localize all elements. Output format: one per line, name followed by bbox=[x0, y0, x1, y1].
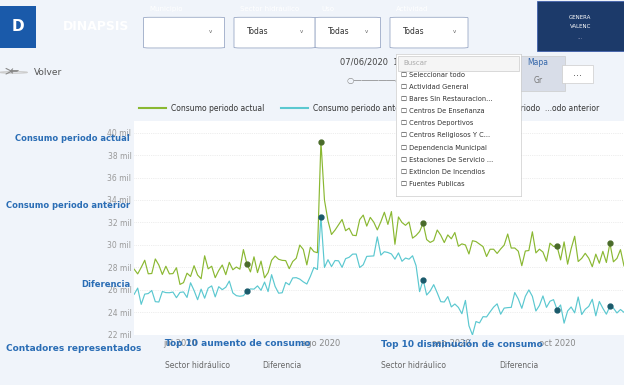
Text: Sector hidráulico: Sector hidráulico bbox=[165, 362, 230, 370]
Text: ☐ Bares Sin Restauracion...: ☐ Bares Sin Restauracion... bbox=[401, 96, 493, 102]
Text: Top 10 disminución de consumo: Top 10 disminución de consumo bbox=[381, 339, 542, 349]
Text: v: v bbox=[209, 29, 212, 34]
Text: 07/06/2020  18/: 07/06/2020 18/ bbox=[340, 58, 407, 67]
Text: ←: ← bbox=[9, 66, 19, 76]
Text: VALENC: VALENC bbox=[570, 25, 591, 29]
Text: Diferencia: Diferencia bbox=[81, 280, 130, 289]
Text: Volver: Volver bbox=[34, 68, 62, 77]
Text: io corregido: io corregido bbox=[454, 75, 500, 85]
Text: ☐ Extincion De Incendios: ☐ Extincion De Incendios bbox=[401, 169, 485, 175]
FancyBboxPatch shape bbox=[390, 17, 468, 48]
Text: DINAPSIS: DINAPSIS bbox=[62, 20, 129, 33]
Text: D: D bbox=[12, 20, 24, 34]
FancyBboxPatch shape bbox=[144, 17, 225, 48]
FancyBboxPatch shape bbox=[512, 55, 565, 90]
Text: Uso: Uso bbox=[321, 7, 334, 12]
Text: Consumo periodo anterior: Consumo periodo anterior bbox=[313, 104, 413, 113]
Text: ☐ Seleccionar todo: ☐ Seleccionar todo bbox=[401, 72, 466, 77]
Text: Actividad: Actividad bbox=[396, 7, 429, 12]
Text: v: v bbox=[300, 29, 303, 34]
FancyBboxPatch shape bbox=[562, 65, 593, 83]
Text: Sector hidráulico: Sector hidráulico bbox=[381, 362, 446, 370]
Text: ☐ Centros Deportivos: ☐ Centros Deportivos bbox=[401, 120, 474, 126]
Text: ○―――――●: ○―――――● bbox=[346, 75, 402, 85]
FancyBboxPatch shape bbox=[537, 1, 624, 52]
Text: ☐ Actividad General: ☐ Actividad General bbox=[401, 84, 469, 90]
Text: Top 10 aumento de consumo: Top 10 aumento de consumo bbox=[165, 340, 311, 348]
Text: ☐ Estaciones De Servicio ...: ☐ Estaciones De Servicio ... bbox=[401, 157, 494, 163]
Text: Consumo periodo anterior: Consumo periodo anterior bbox=[6, 201, 130, 210]
Text: Gr: Gr bbox=[534, 76, 542, 85]
Text: ☐ Fuentes Publicas: ☐ Fuentes Publicas bbox=[401, 181, 465, 187]
Text: Mapa: Mapa bbox=[527, 58, 548, 67]
Text: v: v bbox=[365, 29, 368, 34]
FancyBboxPatch shape bbox=[0, 6, 36, 48]
Text: Festivo periodo periodo  ...odo anterior: Festivo periodo periodo ...odo anterior bbox=[450, 104, 600, 113]
FancyBboxPatch shape bbox=[234, 17, 315, 48]
Text: Consumo periodo actual: Consumo periodo actual bbox=[16, 134, 130, 143]
Text: var / Activar: var / Activar bbox=[454, 58, 501, 67]
FancyBboxPatch shape bbox=[315, 17, 381, 48]
Text: ...: ... bbox=[578, 35, 583, 40]
Text: Buscar: Buscar bbox=[404, 60, 427, 66]
Text: ☐ Centros Religiosos Y C...: ☐ Centros Religiosos Y C... bbox=[401, 132, 490, 139]
Text: ☐ Dependencia Municipal: ☐ Dependencia Municipal bbox=[401, 145, 487, 151]
Text: ...: ... bbox=[573, 68, 582, 78]
Text: Consumo periodo actual: Consumo periodo actual bbox=[171, 104, 265, 113]
Text: Contadores representados: Contadores representados bbox=[6, 345, 142, 353]
Text: ←: ← bbox=[9, 67, 18, 77]
Text: Todas: Todas bbox=[246, 27, 268, 36]
FancyBboxPatch shape bbox=[399, 56, 519, 71]
Text: Diferencia: Diferencia bbox=[262, 362, 301, 370]
Text: Diferencia: Diferencia bbox=[499, 362, 539, 370]
Text: v: v bbox=[452, 29, 456, 34]
Text: ☐ Centros De Enseñanza: ☐ Centros De Enseñanza bbox=[401, 108, 485, 114]
Text: Todas: Todas bbox=[402, 27, 424, 36]
Text: Municipio: Municipio bbox=[150, 7, 183, 12]
Text: Sector hidráulico: Sector hidráulico bbox=[240, 7, 300, 12]
Text: Todas: Todas bbox=[328, 27, 349, 36]
Text: GENERA: GENERA bbox=[569, 15, 592, 20]
